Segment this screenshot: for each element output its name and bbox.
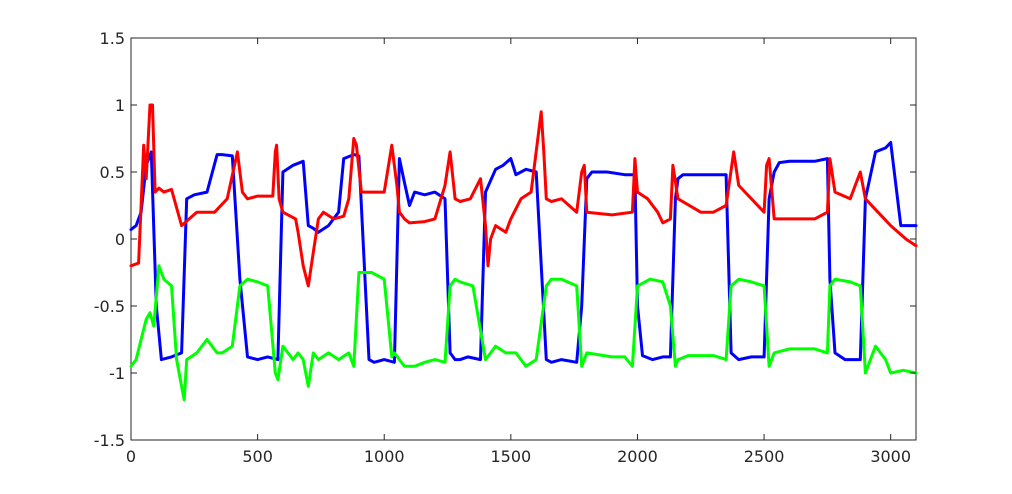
y-tick-label: -0.5 xyxy=(94,297,125,316)
x-tick-label: 1000 xyxy=(364,447,405,466)
y-axis: -1.5 -1 -0.5 0 0.5 1 1.5 xyxy=(94,29,916,450)
plot-frame xyxy=(130,37,917,441)
series-line-1 xyxy=(129,141,918,364)
y-tick-label: -1 xyxy=(109,364,125,383)
series-layer xyxy=(129,103,918,402)
series-line-2 xyxy=(129,103,918,288)
y-tick-label: -1.5 xyxy=(94,431,125,450)
y-tick-label: 0 xyxy=(115,230,125,249)
y-tick-label: 1.5 xyxy=(100,29,125,48)
x-tick-label: 2000 xyxy=(617,447,658,466)
x-tick-label: 3000 xyxy=(870,447,911,466)
y-tick-label: 1 xyxy=(115,96,125,115)
x-tick-label: 2500 xyxy=(744,447,785,466)
x-tick-label: 500 xyxy=(242,447,273,466)
y-tick-label: 0.5 xyxy=(100,163,125,182)
x-tick-label: 1500 xyxy=(490,447,531,466)
x-tick-label: 0 xyxy=(126,447,136,466)
plot-area xyxy=(130,37,917,441)
series-line-3 xyxy=(129,264,918,402)
x-axis: 0 500 1000 1500 2000 2500 3000 xyxy=(126,38,911,466)
